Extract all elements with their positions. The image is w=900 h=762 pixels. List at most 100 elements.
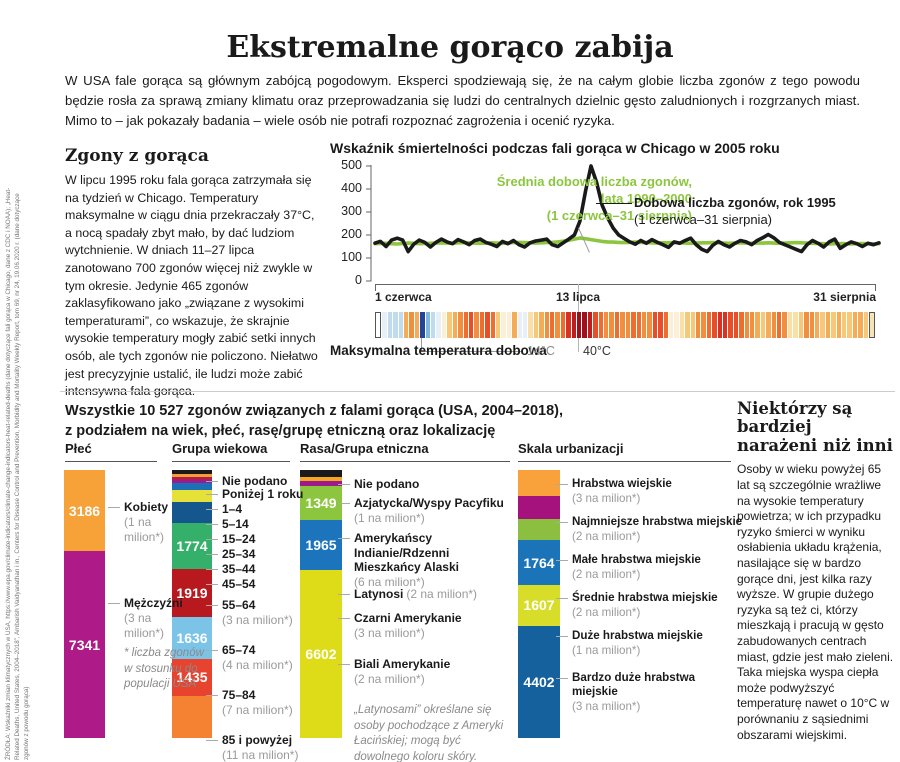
leader-dash [206,524,218,525]
temp-day [468,312,474,338]
leader-dash [556,598,568,599]
legend-1995-leader-line [596,203,632,204]
leader-dash [108,507,120,508]
temp-day [414,312,420,338]
y-tick-label: 100 [341,250,362,264]
x-label-start: 1 czerwca [375,290,432,304]
leader-dash [206,494,218,495]
segment-label: 55–64 (3 na milion*) [206,598,293,628]
temp-day [631,312,636,338]
segment-value: 1965 [305,536,337,553]
segment-sublabel: (2 na milion*) [572,606,641,620]
page-title: Ekstremalne gorąco zabija [226,30,674,66]
segment-label-text: Nie podano [354,477,420,491]
segment-label: Hrabstwa wiejskie (3 na milion*) [556,477,672,506]
bar-sex: 3186 7341 [64,470,105,738]
segment-sublabel: (3 na milion*) [124,610,165,641]
series-line [373,164,881,254]
bar-segment: 1919 [172,568,212,618]
leader-dash [338,594,350,595]
temp-day [625,312,631,338]
segment-label-text: 35–44 [222,562,256,576]
segment-label-text: Średnie hrabstwa miejskie [572,591,718,604]
bar-segment [172,476,212,481]
temp-day [436,312,441,338]
segment-value: 1607 [523,597,555,614]
segment-label-text: Duże hrabstwa miejskie [572,629,703,642]
segment-sublabel: (3 na milion*) [354,625,425,640]
temp-day [609,312,614,338]
temp-day [728,312,733,338]
segment-label: Mężczyźni (3 na milion*) [108,596,184,642]
bar-segment [300,470,342,477]
legend-1995-series: Dobowa liczba zgonów, rok 1995 (1 czerwc… [634,194,884,228]
x-label-mid: 13 lipca [555,290,601,304]
segment-sublabel: (1 na milion*) [354,510,425,525]
segment-label: Czarni Amerykanie (3 na milion*) [338,611,462,641]
x-axis-line [375,284,876,291]
temp-day [820,312,825,338]
bar-segment: 1965 [300,519,342,570]
segment-label: Duże hrabstwa miejskie (1 na milion*) [556,629,703,658]
left-article-body: W lipcu 1995 roku fala gorąca zatrzymała… [65,173,318,399]
temp-day [798,312,804,338]
segment-label-text: 85 i powyżej [222,733,293,747]
temp-day [517,312,522,338]
temp-day [766,312,771,338]
temp-day [836,312,841,338]
segment-label: 65–74 (4 na milion*) [206,643,293,673]
segment-value: 6602 [305,645,337,662]
temp-day [560,312,566,338]
temp-day [555,312,560,338]
segment-label-text: Najmniejsze hrabstwa miejskie [572,515,743,528]
bar-segment: 1764 [518,540,560,585]
temp-day [598,312,604,338]
temp-day [463,312,468,338]
segment-label: Biali Amerykanie (2 na milion*) [338,657,450,687]
legend-average-line2: lata 1990–2000 [600,191,692,207]
hot-anchor-label: 40°C [583,344,611,358]
temp-day [755,312,760,338]
intro-text: W USA fale gorąca są głównym zabójcą pog… [65,73,860,128]
leader-dash [206,481,218,482]
temp-day [420,312,425,338]
temp-day [701,312,706,338]
segment-label-text: Poniżej 1 roku [222,487,304,501]
temp-day [571,312,577,338]
segment-sublabel: (3 na milion*) [572,492,641,506]
breakdown-title-line2: z podziałem na wiek, płeć, rasę/grupę et… [65,422,496,439]
temp-day [550,312,555,338]
leader-dash [338,618,350,619]
bar-segment: 1774 [172,523,212,569]
segment-sublabel: (1 na milion*) [124,514,165,545]
temp-day [582,312,587,338]
segment-label: 75–84 (7 na milion*) [206,688,293,718]
segment-label-text: Latynosi [354,587,404,601]
temp-day [658,312,663,338]
segment-label-text: Małe hrabstwa miejskie [572,553,701,566]
mortality-line-chart [366,164,881,282]
temp-day [604,312,609,338]
legend-average-line3: (1 czerwca–31 sierpnia) [546,208,692,224]
bar-segment [518,496,560,519]
temp-day [760,312,766,338]
legend-average-series: Średnia dobowa liczba zgonów, lata 1990–… [400,173,692,224]
chart-title: Wskaźnik śmiertelności podczas fali gorą… [330,140,780,156]
cold-anchor-label: 14°C [527,344,555,358]
segment-label: Najmniejsze hrabstwa miejskie (2 na milio… [556,515,743,544]
temp-day [782,312,787,338]
source-note: ŹRÓDŁA: Wskaźniki zmian klimatycznych w … [5,180,30,760]
segment-label: Średnie hrabstwa miejskie (2 na milion*) [556,591,718,620]
temp-day [593,312,598,338]
legend-average-line1: Średnia dobowa liczba zgonów, [496,174,692,189]
leader-dash [556,484,568,485]
segment-label: 25–34 [206,547,255,562]
leader-dash [206,539,218,540]
leader-dash [338,503,350,504]
segment-label-text: Azjatycka/Wyspy Pacyfiku [354,496,504,510]
temp-day [723,312,728,338]
column-header-age: Grupa wiekowa [172,441,290,462]
segment-label-text: Nie podano [222,474,288,488]
bar-segment [172,490,212,503]
